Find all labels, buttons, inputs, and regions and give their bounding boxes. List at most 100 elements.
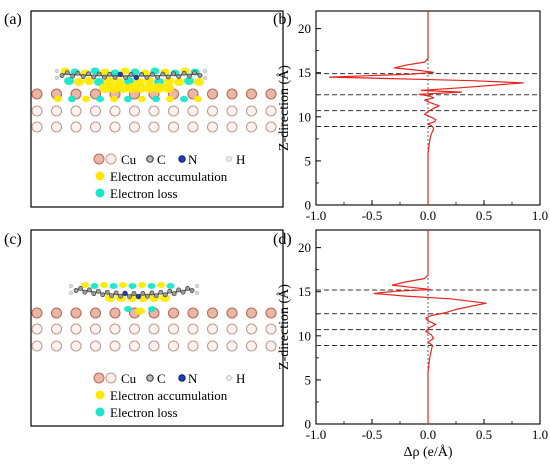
cu-atom (226, 88, 238, 100)
legend-n-label: N (188, 371, 198, 386)
legend-h-label: H (236, 371, 245, 386)
y-tick-label: 5 (305, 153, 312, 168)
y-tick-label: 10 (298, 328, 311, 343)
plot-b: 0 5 10 15 20 -1.0 -0.5 0.0 0.5 1.0 Z-direction (Å) (276, 10, 548, 223)
cu-atom (226, 307, 238, 319)
accumulation-isosurface (100, 282, 108, 288)
legend-h-icon (226, 375, 232, 381)
cu-atom (89, 307, 102, 319)
legend-c-icon (146, 374, 154, 382)
cu-atom (206, 307, 219, 319)
accumulation-isosurface (104, 77, 114, 85)
cu-atom (148, 323, 160, 335)
carbon-atom (176, 74, 182, 79)
carbon-atom (131, 291, 137, 296)
plot-d: 0 5 10 15 20 -1.0 -0.5 0.0 0.5 1.0 Z-direction (Å)… (276, 229, 548, 460)
cu-atom (167, 323, 180, 335)
cu-atom (226, 105, 238, 117)
accumulation-isosurface (99, 83, 111, 93)
carbon-atom (78, 285, 83, 291)
x-tick-label: -1.0 (306, 208, 327, 223)
cu-atom (50, 105, 63, 117)
carbon-atom (144, 74, 150, 80)
panel-a-structure (31, 67, 277, 133)
cu-atom (89, 340, 102, 352)
cu-atom (109, 340, 121, 352)
carbon-atom (64, 70, 70, 76)
cu-atom (109, 105, 121, 117)
x-tick-label: 0.5 (476, 208, 492, 223)
legend-loss-label: Electron loss (110, 186, 178, 201)
carbon-atom (144, 293, 150, 299)
x-tick-label: 0.5 (476, 427, 492, 442)
accumulation-isosurface (135, 83, 147, 93)
accumulation-isosurface (194, 95, 202, 103)
legend-h-label: H (236, 152, 245, 167)
y-axis-label: Z-direction (Å) (276, 65, 292, 151)
carbon-atom (162, 292, 168, 298)
cu-atom (245, 121, 258, 133)
x-tick-label: -0.5 (362, 427, 383, 442)
cu-atom (167, 340, 180, 352)
panel-b-label: (b) (273, 11, 292, 28)
carbon-atom (75, 70, 81, 76)
cu-atom (265, 340, 277, 352)
legend-cu-icon (93, 153, 117, 165)
legend-c-label: C (157, 152, 166, 167)
loss-isosurface (124, 95, 132, 103)
carbon-atom (102, 74, 107, 80)
hydrogen-atom (194, 290, 200, 296)
cu-atom (167, 105, 180, 117)
accumulation-isosurface (74, 78, 84, 86)
hydrogen-atom (202, 75, 208, 81)
cu-atom (265, 121, 277, 133)
cu-atom (31, 88, 43, 100)
carbon-atom (86, 287, 92, 293)
carbon-atom (197, 73, 203, 78)
nitrogen-atom (133, 74, 140, 81)
carbon-atom (155, 74, 160, 80)
hydrogen-atom (54, 75, 60, 81)
nitrogen-atom (122, 290, 128, 297)
legend-loss-label: Electron loss (110, 405, 178, 420)
cu-atom (187, 323, 199, 335)
panel-c-legend: Cu C N H Electron accumulation Electron … (93, 371, 245, 420)
panel-d-label: (d) (273, 231, 292, 248)
cu-atom (226, 323, 238, 335)
x-tick-label: -1.0 (306, 427, 327, 442)
panel-c-label: (c) (4, 231, 22, 248)
cu-atom (70, 121, 82, 133)
cu-atom (167, 121, 180, 133)
y-tick-label: 20 (298, 21, 311, 36)
accumulation-isosurface (82, 95, 90, 103)
carbon-atom (91, 74, 97, 80)
legend-accumulation-icon (95, 171, 105, 181)
carbon-atom (82, 289, 88, 295)
cu-atom (148, 105, 160, 117)
x-tick-label: 1.0 (532, 208, 548, 223)
legend-c-label: C (157, 371, 166, 386)
panel-c-frame (30, 229, 284, 427)
cu-atom (128, 323, 141, 335)
cu-atom (265, 88, 277, 100)
loss-isosurface (110, 69, 120, 77)
carbon-atom (180, 289, 186, 295)
carbon-atom (127, 294, 132, 299)
cu-atom (226, 121, 238, 133)
carbon-atom (171, 71, 176, 77)
legend-h-icon (226, 156, 232, 162)
carbon-atom (86, 71, 91, 77)
legend-accumulation-icon (95, 390, 105, 400)
cu-atom (70, 323, 82, 335)
carbon-atom (171, 291, 177, 297)
legend-n-icon (178, 374, 186, 382)
carbon-atom (80, 74, 86, 79)
cu-atom (226, 340, 238, 352)
loss-isosurface (96, 95, 104, 103)
cu-atom (206, 88, 219, 100)
loss-isosurface (152, 95, 160, 103)
legend-cu-label: Cu (121, 371, 137, 386)
cu-atom (89, 121, 102, 133)
nitrogen-atom (117, 71, 124, 78)
accumulation-isosurface (160, 294, 170, 302)
